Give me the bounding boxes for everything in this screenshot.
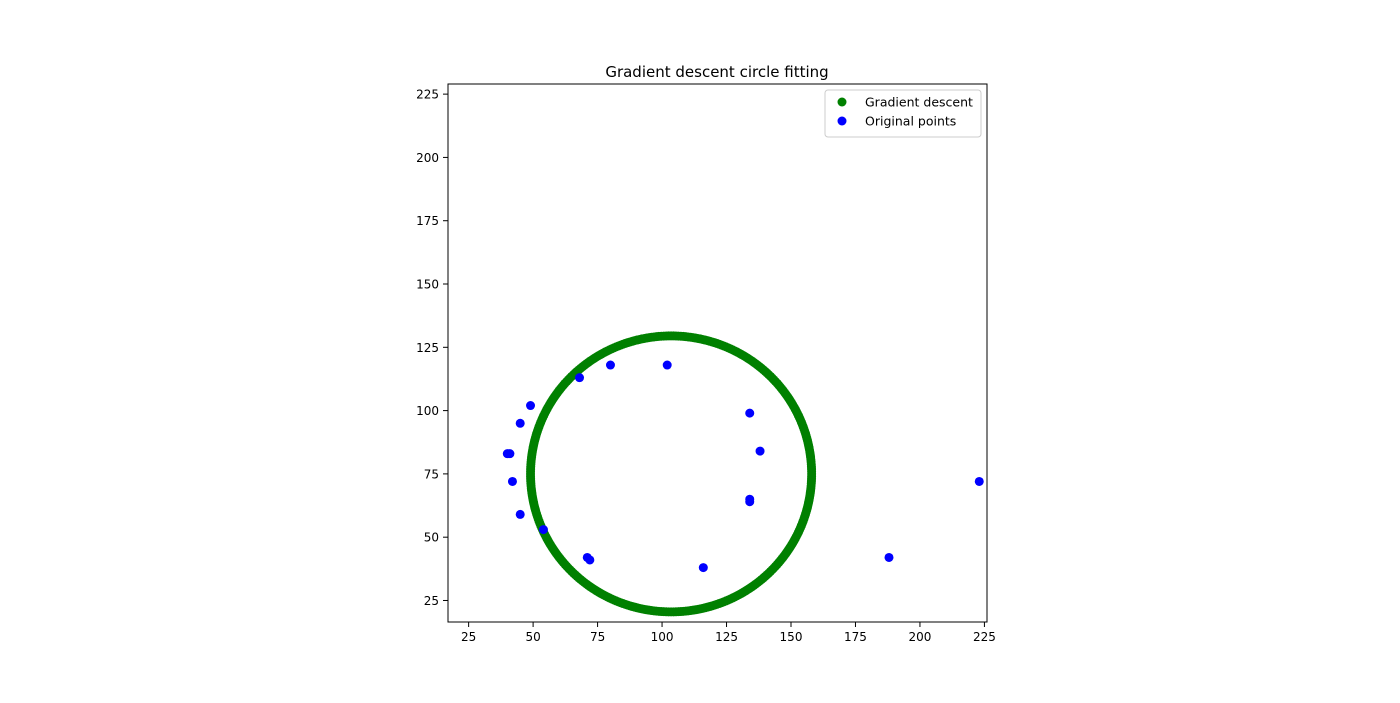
original-point [745,408,755,418]
y-tick-label: 100 [416,404,439,418]
original-point [575,373,585,383]
original-point [585,555,595,565]
original-point [755,446,765,456]
original-point [538,525,548,535]
original-point [974,476,984,486]
original-point [745,497,755,507]
original-point [662,360,672,370]
x-tick-label: 175 [844,630,867,644]
y-tick-label: 150 [416,278,439,292]
legend: Gradient descent Original points [824,89,982,138]
y-tick-label: 75 [424,467,439,481]
y-tick-label: 25 [424,594,439,608]
x-tick-label: 150 [780,630,803,644]
y-tick-label: 50 [424,531,439,545]
legend-label: Gradient descent [865,95,973,110]
original-point [502,449,512,459]
original-point [698,563,708,573]
original-point [526,401,536,411]
plot-area [502,331,984,617]
x-tick-label: 200 [908,630,931,644]
chart-title: Gradient descent circle fitting [605,63,828,81]
x-tick-label: 50 [525,630,540,644]
plot-frame [447,83,988,623]
series-gradient-descent [526,331,817,617]
legend-marker [837,97,847,107]
y-tick-label: 175 [416,214,439,228]
original-point [515,509,525,519]
x-tick-label: 100 [651,630,674,644]
original-point [507,476,517,486]
original-point [884,552,894,562]
axes: 25 50 75 100 125 150 175 200 225 25 50 75 100 125 150 1… [416,83,996,644]
gradient-descent-point [807,471,817,481]
legend-label: Original points [865,114,956,129]
original-point [515,418,525,428]
x-tick-label: 125 [715,630,738,644]
y-tick-label: 125 [416,341,439,355]
legend-box [824,89,982,138]
x-tick-label: 225 [973,630,996,644]
y-tick-label: 200 [416,151,439,165]
x-tick-label: 75 [590,630,605,644]
legend-marker [837,116,847,126]
x-tick-label: 25 [461,630,476,644]
original-point [605,360,615,370]
series-original-points [502,360,984,573]
y-tick-label: 225 [416,88,439,102]
